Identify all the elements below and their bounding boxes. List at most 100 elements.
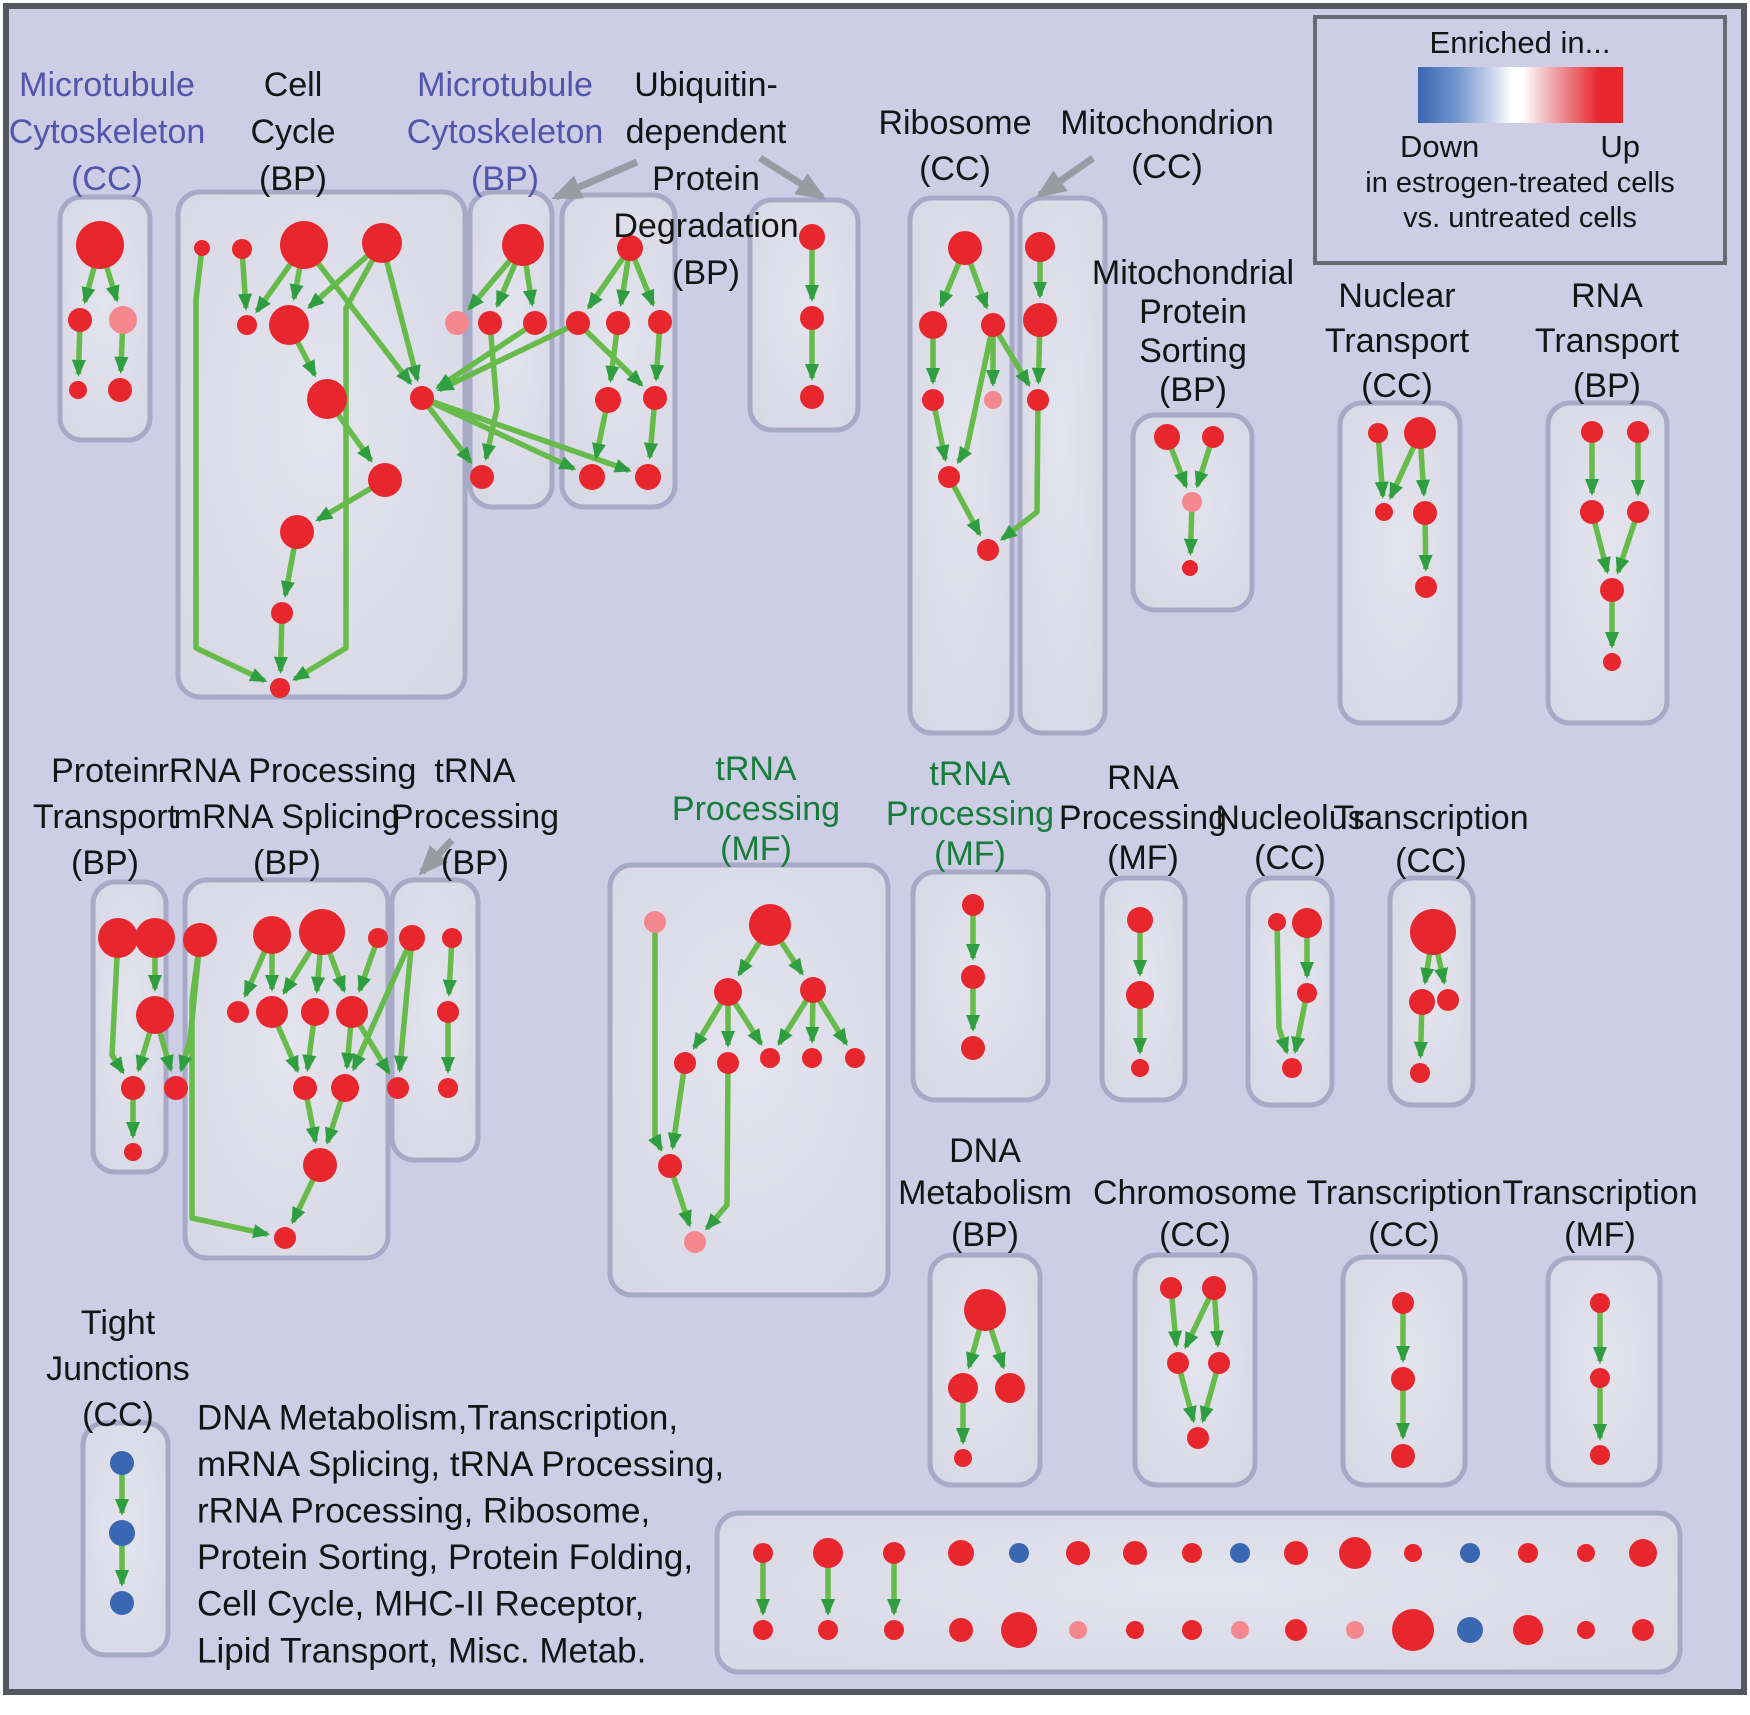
node-mb16t	[1629, 1539, 1657, 1567]
node-j1	[110, 1451, 134, 1475]
legend-up-label: Up	[1600, 129, 1640, 164]
node-mb4t	[948, 1540, 974, 1566]
node-mb4b	[949, 1618, 973, 1642]
misc-terms-line-4: Protein Sorting, Protein Folding,	[197, 1538, 693, 1577]
node-y3	[1391, 1444, 1415, 1468]
label-rrna-processing-mrna-splicing-bp-line-3: (BP)	[253, 844, 321, 882]
node-mb13t	[1460, 1543, 1480, 1563]
node-v2	[800, 306, 824, 330]
label-microtubule-cytoskeleton-bp-line-1: Microtubule	[417, 66, 593, 104]
node-r6	[256, 996, 288, 1028]
label-trna-processing-bp-line-3: (BP)	[441, 844, 509, 882]
label-mitochondrial-protein-sorting-bp-line-2: Protein	[1139, 293, 1247, 331]
node-r9	[293, 1076, 317, 1100]
node-n5	[1415, 576, 1437, 598]
edge-u2-c8	[436, 320, 580, 393]
node-mb10b	[1285, 1619, 1307, 1641]
node-u8	[635, 464, 661, 490]
label-tight-junctions-cc-line-3: (CC)	[82, 1396, 154, 1434]
node-g9	[845, 1048, 865, 1068]
label-ubiquitin-degradation-bp-line-2: dependent	[626, 113, 787, 151]
label-transcription-cc-mid-line-1: Transcription	[1333, 799, 1528, 837]
edge-c4-c12	[292, 241, 385, 682]
node-mb16b	[1632, 1619, 1654, 1641]
label-trna-processing-bp-line-1: tRNA	[434, 752, 516, 790]
node-u4	[648, 310, 672, 334]
node-e3	[1027, 389, 1049, 411]
node-m4	[523, 311, 547, 335]
node-mb2b	[818, 1620, 838, 1640]
misc-terms-line-3: rRNA Processing, Ribosome,	[197, 1492, 650, 1531]
label-chromosome-cc-line-1: Chromosome	[1093, 1174, 1297, 1212]
node-a4	[69, 381, 87, 399]
node-q4	[1627, 501, 1649, 523]
label-trna-processing-mf-2-line-2: Processing	[886, 795, 1054, 833]
box-ribosome	[907, 195, 1015, 736]
edge-g1-g10	[648, 922, 664, 1152]
label-tight-junctions-cc-line-2: Junctions	[46, 1350, 190, 1388]
label-transcription-cc-bottom-line-2: (CC)	[1368, 1216, 1440, 1254]
node-p4	[121, 1076, 145, 1100]
node-mb2t	[813, 1538, 843, 1568]
node-q6	[1603, 653, 1621, 671]
label-transcription-mf-line-1: Transcription	[1502, 1174, 1697, 1212]
misc-terms-line-1: DNA Metabolism,Transcription,	[197, 1398, 678, 1437]
legend-subtitle-2: vs. untreated cells	[1403, 202, 1637, 234]
edge-e3-b7	[999, 399, 1041, 542]
node-j3	[110, 1591, 134, 1615]
node-v1	[799, 224, 825, 250]
node-u5	[595, 387, 621, 413]
node-q5	[1600, 578, 1624, 602]
label-microtubule-cytoskeleton-cc-line-3: (CC)	[71, 160, 143, 198]
callout-ubiquitin-left	[551, 158, 639, 201]
box-ubiquitin-1	[559, 192, 678, 510]
label-ubiquitin-degradation-bp-line-4: Degradation	[613, 207, 798, 245]
node-mb7t	[1123, 1541, 1147, 1565]
node-c10	[280, 515, 314, 549]
edge-t1-r10	[351, 936, 415, 1072]
node-mb15t	[1577, 1544, 1595, 1562]
node-n2	[1404, 417, 1436, 449]
label-transcription-cc-bottom-line-1: Transcription	[1306, 1174, 1501, 1212]
node-z1	[1590, 1293, 1610, 1313]
node-mb9t	[1230, 1543, 1250, 1563]
node-c11	[271, 602, 293, 624]
node-g4	[800, 977, 826, 1003]
node-c9	[368, 463, 402, 497]
node-j2	[109, 1520, 135, 1546]
node-d2	[948, 1373, 978, 1403]
node-m5	[470, 465, 494, 489]
node-g6	[717, 1052, 739, 1074]
node-d4	[954, 1449, 972, 1467]
node-l2	[1292, 908, 1322, 938]
node-c1	[194, 240, 210, 256]
node-mb12t	[1404, 1544, 1422, 1562]
label-ubiquitin-degradation-bp-line-3: Protein	[652, 160, 760, 198]
label-cell-cycle-bp-line-3: (BP)	[259, 160, 327, 198]
node-t4	[387, 1077, 409, 1099]
label-trna-processing-mf-1-line-1: tRNA	[715, 750, 797, 788]
label-protein-transport-bp-line-3: (BP)	[71, 844, 139, 882]
label-tight-junctions-cc-line-1: Tight	[81, 1304, 156, 1342]
node-mb9b	[1231, 1621, 1249, 1639]
node-r1	[183, 923, 217, 957]
edge-r1-p5	[178, 939, 203, 1073]
node-p5	[164, 1076, 188, 1100]
label-trna-processing-mf-1-line-3: (MF)	[720, 830, 792, 868]
node-u6	[643, 386, 667, 410]
label-rna-processing-mf-line-1: RNA	[1107, 759, 1179, 797]
box-misc	[714, 1510, 1683, 1675]
label-dna-metabolism-bp-line-1: DNA	[949, 1132, 1021, 1170]
label-rrna-processing-mrna-splicing-bp-line-2: mRNA Splicing	[174, 798, 401, 836]
node-mb1b	[753, 1620, 773, 1640]
edge-c8-m5	[419, 396, 473, 465]
node-r4	[368, 928, 388, 948]
node-r12	[274, 1227, 296, 1249]
node-p6	[124, 1143, 142, 1161]
node-k3	[1131, 1059, 1149, 1077]
misc-terms-line-2: mRNA Splicing, tRNA Processing,	[197, 1445, 724, 1484]
label-chromosome-cc-line-2: (CC)	[1159, 1216, 1231, 1254]
label-microtubule-cytoskeleton-cc-line-2: Cytoskeleton	[9, 113, 206, 151]
edge-t1-t4	[393, 937, 415, 1073]
